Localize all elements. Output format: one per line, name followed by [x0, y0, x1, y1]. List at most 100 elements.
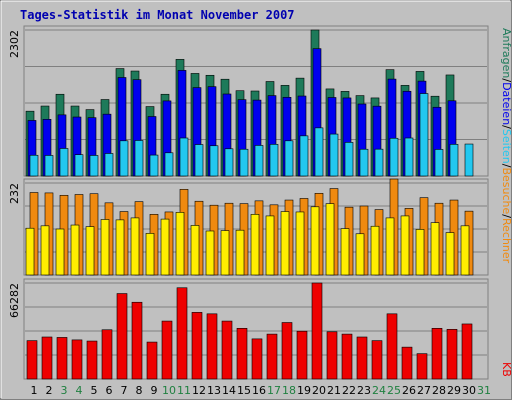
bar-rechner-22	[340, 228, 350, 276]
bar-seiten-8	[134, 140, 144, 177]
bar-rechner-17	[265, 215, 275, 276]
bar-rechner-15	[235, 229, 245, 276]
x-tick-label: 29	[447, 384, 461, 397]
bar-rechner-23	[355, 233, 365, 276]
bar-rechner-5	[85, 226, 95, 276]
bar-kb-5	[86, 340, 98, 380]
bar-kb-23	[356, 336, 368, 380]
bar-kb-18	[281, 322, 293, 380]
bar-seiten-9	[149, 154, 159, 177]
x-tick-label: 24	[372, 384, 386, 397]
legend-sep-1: /	[500, 78, 512, 82]
bar-seiten-14	[224, 148, 234, 177]
bar-seiten-12	[194, 144, 204, 177]
bar-rechner-3	[55, 228, 65, 276]
bar-rechner-26	[400, 215, 410, 276]
legend-seiten: Seiten	[500, 129, 512, 164]
bar-rechner-20	[310, 206, 320, 276]
bar-rechner-1	[25, 227, 35, 276]
legend-dateien: Dateien	[500, 82, 512, 125]
bar-rechner-11	[175, 212, 185, 276]
bar-seiten-1	[29, 154, 39, 177]
bar-kb-15	[236, 328, 248, 380]
bar-seiten-17	[269, 144, 279, 177]
bar-kb-30	[461, 323, 473, 380]
bar-kb-29	[446, 329, 458, 380]
bar-rechner-9	[145, 233, 155, 276]
bar-seiten-24	[374, 148, 384, 177]
bar-rechner-6	[100, 219, 110, 276]
x-tick-label: 10	[162, 384, 176, 397]
x-tick-label: 1	[31, 384, 38, 397]
bar-seiten-29	[449, 144, 459, 177]
bar-rechner-25	[385, 217, 395, 276]
bar-seiten-11	[179, 137, 189, 177]
x-tick-label: 16	[252, 384, 266, 397]
bar-seiten-18	[284, 140, 294, 177]
x-tick-label: 18	[282, 384, 296, 397]
bar-rechner-30	[460, 225, 470, 276]
bar-kb-12	[191, 312, 203, 380]
bar-seiten-7	[119, 140, 129, 177]
bar-kb-16	[251, 338, 263, 380]
bar-rechner-2	[40, 225, 50, 276]
x-tick-label: 11	[177, 384, 191, 397]
chart-title: Tages-Statistik im Monat November 2007	[20, 8, 295, 22]
kb-ymax-label: 66282	[8, 283, 21, 318]
bar-seiten-16	[254, 145, 264, 177]
x-tick-label: 12	[192, 384, 206, 397]
bar-seiten-27	[419, 93, 429, 177]
x-tick-label: 3	[61, 384, 68, 397]
bar-seiten-23	[359, 148, 369, 177]
x-axis-labels: 1 2 3 4 5 6 7 8 9 10 11 12 13 14 15 16 17 18 19 20 21 22 23 24 2…	[31, 384, 492, 397]
bar-rechner-29	[445, 232, 455, 276]
bar-rechner-8	[130, 217, 140, 276]
bar-kb-22	[341, 333, 353, 380]
bar-kb-24	[371, 340, 383, 380]
bar-kb-13	[206, 313, 218, 380]
bar-seiten-2	[44, 155, 54, 177]
bar-rechner-19	[295, 211, 305, 276]
x-tick-label: 21	[327, 384, 341, 397]
bar-seiten-5	[89, 155, 99, 177]
bar-kb-6	[101, 329, 113, 380]
x-tick-label: 8	[136, 384, 143, 397]
bar-seiten-4	[74, 154, 84, 177]
bar-seiten-20	[314, 127, 324, 177]
bar-rechner-27	[415, 229, 425, 276]
legend-sep-4: /	[500, 214, 512, 218]
bar-rechner-4	[70, 224, 80, 276]
bar-kb-2	[41, 336, 53, 380]
bar-kb-25	[386, 313, 398, 380]
bar-seiten-19	[299, 135, 309, 177]
x-tick-label: 19	[297, 384, 311, 397]
x-tick-label: 23	[357, 384, 371, 397]
bar-kb-26	[401, 346, 413, 380]
bar-rechner-12	[190, 225, 200, 276]
x-tick-label: 27	[417, 384, 431, 397]
legend-anfragen: Anfragen	[500, 28, 512, 78]
x-tick-label: 28	[432, 384, 446, 397]
bar-kb-3	[56, 337, 68, 380]
x-tick-label: 5	[91, 384, 98, 397]
bar-seiten-3	[59, 148, 69, 177]
bar-kb-9	[146, 341, 158, 380]
bar-kb-8	[131, 301, 143, 380]
bar-rechner-14	[220, 230, 230, 276]
x-tick-label: 31	[477, 384, 491, 397]
legend-kb: KB	[500, 362, 512, 377]
bar-rechner-18	[280, 211, 290, 276]
bar-rechner-13	[205, 230, 215, 276]
bar-seiten-6	[104, 153, 114, 177]
x-tick-label: 25	[387, 384, 401, 397]
bar-rechner-16	[250, 214, 260, 276]
x-tick-label: 22	[342, 384, 356, 397]
bar-kb-21	[326, 331, 338, 380]
x-tick-label: 6	[106, 384, 113, 397]
legend-rechner: Rechner	[500, 218, 512, 264]
bar-seiten-21	[329, 133, 339, 177]
bar-seiten-30	[464, 143, 474, 177]
bar-rechner-7	[115, 219, 125, 276]
bar-kb-14	[221, 320, 233, 380]
x-tick-label: 26	[402, 384, 416, 397]
